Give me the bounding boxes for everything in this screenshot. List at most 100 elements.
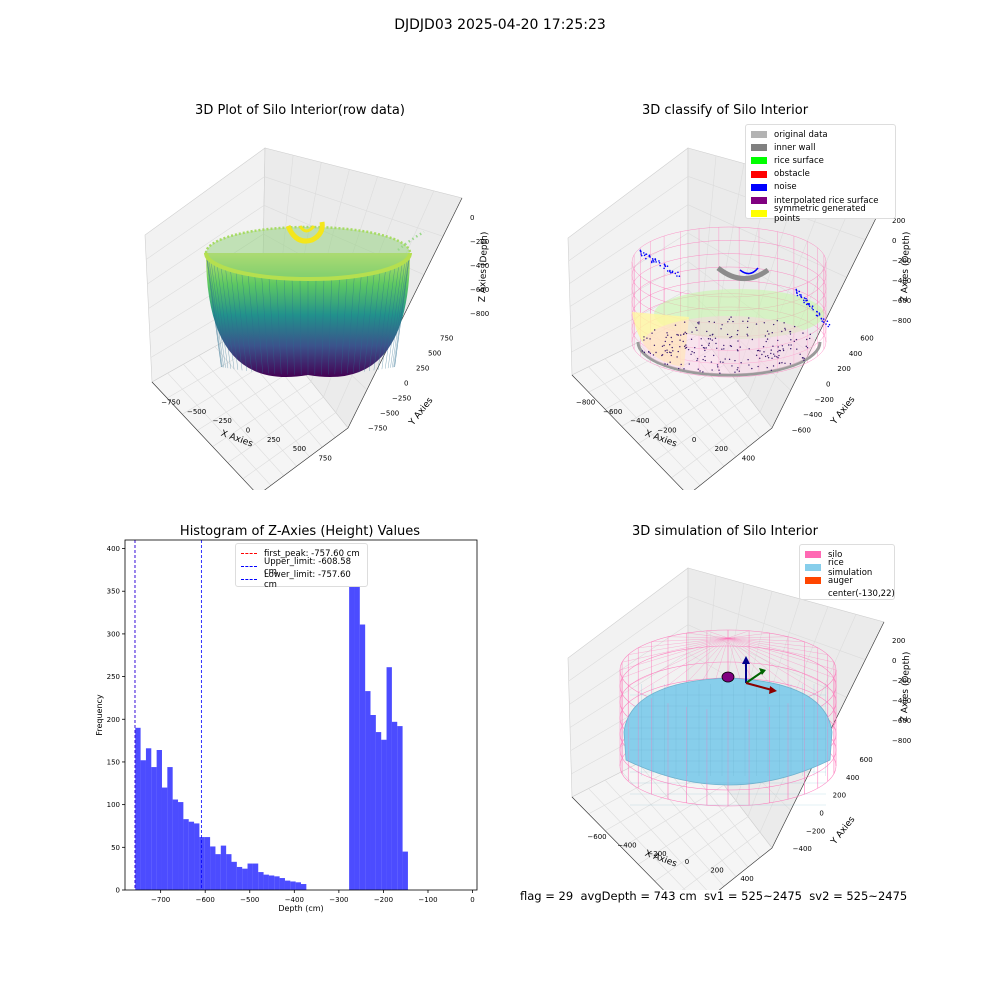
classify-noise-point <box>699 370 701 372</box>
classify-noise-point <box>782 348 784 350</box>
histogram-bar <box>204 837 211 890</box>
classify-gridline <box>638 380 737 444</box>
classify-x-tick-label: −200 <box>657 427 676 435</box>
classify-noise-point <box>652 354 655 356</box>
simulation-z-tick-label: −400 <box>892 697 911 705</box>
classify-noise-point <box>778 362 781 364</box>
classify-noise-point <box>811 305 814 308</box>
simulation-gridline <box>638 800 737 865</box>
classify-noise-point <box>748 364 750 366</box>
simulation-y-tick-label: −200 <box>806 827 825 835</box>
classify-noise-point <box>736 349 739 351</box>
histogram-bar <box>231 861 237 890</box>
classify-noise-point <box>728 358 731 361</box>
classify-noise-point <box>815 314 818 317</box>
classify-noise-point <box>708 320 710 323</box>
classify-y-tick-label: 200 <box>837 365 850 373</box>
classify-noise-point <box>702 346 705 349</box>
classify-noise-point <box>679 339 681 341</box>
simulation-legend-item: center(-130,22) <box>805 588 895 601</box>
classify-noise-point <box>772 365 775 367</box>
raw-gridline <box>198 355 297 467</box>
histogram-legend-swatch <box>241 553 257 555</box>
raw-bowl-streak <box>220 266 235 370</box>
classify-noise-point <box>762 346 765 348</box>
classify-noise-point <box>724 358 726 360</box>
raw-y-tick-label: −750 <box>368 425 387 433</box>
classify-noise-point <box>781 345 784 347</box>
histogram-bar <box>167 767 173 890</box>
classify-noise-point <box>793 325 796 328</box>
simulation-legend-label: center(-130,22) <box>828 589 895 600</box>
histogram-bar <box>381 739 387 890</box>
histogram-bar <box>391 721 398 890</box>
raw-x-tick-label: 250 <box>267 436 280 444</box>
classify-legend-label: rice surface <box>774 155 824 166</box>
simulation-silo-roof <box>727 637 818 693</box>
classify-rice-surface <box>654 289 824 339</box>
simulation-legend-label: silo <box>828 549 843 560</box>
classify-noise-point <box>712 354 715 357</box>
simulation-silo-roof <box>727 637 828 655</box>
classify-noise-point <box>737 329 739 332</box>
raw-bowl-streak <box>390 261 406 368</box>
classify-noise-point <box>663 263 666 265</box>
simulation-y-tick-label: 0 <box>819 809 823 817</box>
raw-bowl-streak <box>340 277 348 374</box>
raw-y-tick-label: 0 <box>404 380 408 388</box>
histogram-ytick-label: 150 <box>107 758 120 766</box>
histogram-ytick-label: 100 <box>107 801 120 809</box>
histogram-bar <box>370 715 376 890</box>
classify-noise-point <box>763 351 765 353</box>
classify-noise-point <box>719 372 721 374</box>
raw-zlabel: Z Axies (Depth) <box>478 232 490 303</box>
simulation-z-tick-label: −600 <box>892 717 911 725</box>
histogram-ytick-label: 400 <box>107 545 120 553</box>
raw-x-tick-label: 750 <box>318 454 331 462</box>
classify-noise-point <box>661 345 664 348</box>
classify-noise-point <box>697 368 699 370</box>
histogram-ytick-label: 300 <box>107 630 120 638</box>
simulation-3d-plot: −600 −400 −200 0 200 400 −400 −200 0 200 400 600 200… <box>567 567 912 890</box>
classify-noise-point <box>696 359 698 362</box>
simulation-gridline <box>687 624 847 698</box>
classify-noise-point <box>670 352 672 354</box>
simulation-gridline <box>654 816 749 882</box>
histogram-bar <box>386 667 392 890</box>
classify-noise-point <box>664 340 667 343</box>
classify-axis-edge <box>571 374 773 490</box>
classify-noise-point <box>672 350 674 352</box>
simulation-x-tick-label: 0 <box>685 858 689 866</box>
simulation-gridline <box>568 596 689 682</box>
histogram-xtick-label: −500 <box>240 896 259 904</box>
classify-noise-point <box>663 344 665 347</box>
raw-bowl-streak <box>276 277 282 375</box>
classify-noise-point <box>682 333 685 336</box>
histogram-xtick-label: −200 <box>374 896 393 904</box>
histogram-ytick-label: 350 <box>107 588 120 596</box>
simulation-axis-z-arrowhead <box>742 656 750 664</box>
raw-bowl-streak <box>327 278 333 375</box>
classify-noise-point <box>680 363 682 366</box>
histogram-legend-item: Upper_limit: -608.58 cm <box>241 557 362 577</box>
classify-noise-point <box>796 294 799 297</box>
raw-z-tick-label: −200 <box>470 238 489 246</box>
raw-bowl-streak <box>392 259 408 368</box>
raw-y-tick-label: 750 <box>440 335 453 343</box>
classify-noise-point <box>664 363 666 365</box>
classify-noise-point <box>730 335 733 338</box>
classify-plot-title: 3D classify of Silo Interior <box>641 103 809 118</box>
classify-noise-point <box>800 295 802 298</box>
classify-noise-point <box>643 339 645 341</box>
classify-noise-point <box>720 328 722 330</box>
classify-z-tick-label: −200 <box>892 257 911 265</box>
histogram-bar <box>295 882 301 890</box>
classify-floor <box>642 316 816 374</box>
simulation-x-tick-label: 200 <box>710 867 723 875</box>
histogram-bar <box>199 837 205 890</box>
classify-gridline <box>604 358 713 477</box>
classify-x-tick-label: −600 <box>603 408 622 416</box>
classify-noise-point <box>655 261 657 263</box>
classify-legend-label: symmetric generated points <box>774 203 866 224</box>
classify-noise-point <box>757 349 760 352</box>
